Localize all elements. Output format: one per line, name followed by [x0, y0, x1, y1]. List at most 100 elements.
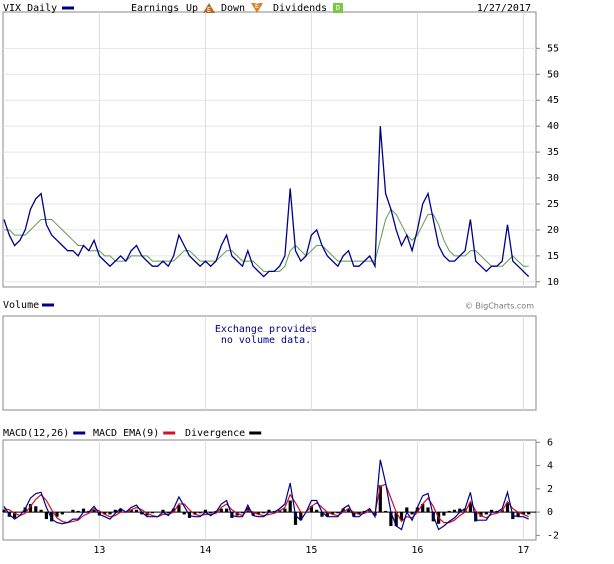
y-tick-label: 50 [547, 69, 559, 80]
divergence-bar [262, 512, 266, 514]
divergence-bar [527, 512, 531, 515]
divergence-bar [293, 512, 298, 525]
divergence-bar [405, 507, 409, 513]
divergence-bar [315, 509, 319, 513]
divergence-bar [505, 502, 510, 513]
divergence-bar [442, 512, 446, 516]
divergence-bar [28, 503, 33, 513]
divergence-bar [150, 512, 154, 514]
y-tick-label: 6 [547, 437, 553, 448]
divergence-bar [458, 508, 462, 513]
divergence-bar [203, 509, 207, 513]
divergence-bar [177, 505, 181, 513]
divergence-bar [283, 508, 287, 513]
divergence-bar [410, 512, 414, 515]
divergence-bar [103, 512, 107, 515]
credit: © BigCharts.com [465, 302, 534, 311]
divergence-bar [378, 485, 382, 513]
divergence-bar [13, 512, 17, 518]
divergence-bar [288, 500, 292, 513]
y-tick-label: 55 [547, 43, 559, 54]
divergence-bar [325, 512, 329, 517]
y-tick-label: 15 [547, 251, 559, 262]
divergence-bar [50, 512, 54, 522]
x-tick-label: 15 [305, 545, 317, 556]
divergence-bar [108, 512, 112, 515]
divergence-bar [198, 512, 202, 514]
y-tick-label: 25 [547, 199, 559, 210]
divergence-bar [421, 503, 425, 513]
divergence-bar [225, 508, 229, 513]
y-tick-label: 0 [547, 507, 553, 518]
divergence-bar [490, 509, 494, 513]
divergence-bar [484, 512, 488, 515]
earnings-down-icon [251, 3, 263, 13]
divergence-bar [219, 508, 223, 513]
price-line [4, 208, 529, 272]
divergence-bar [193, 512, 197, 515]
divergence-bar [463, 508, 467, 513]
volume-panel [2, 315, 537, 411]
chart-date: 1/27/2017 [477, 3, 531, 14]
macd-line [3, 459, 529, 531]
divergence-bar [60, 512, 64, 515]
divergence-bar [299, 512, 303, 521]
divergence-bar [23, 507, 27, 513]
divergence-bar [336, 512, 340, 514]
divergence-bar [55, 512, 59, 517]
y-tick-label: 10 [547, 277, 559, 288]
divergence-bar [309, 506, 313, 513]
divergence-bar [521, 512, 525, 515]
y-tick-label: 40 [547, 121, 559, 132]
y-tick-label: 4 [547, 461, 553, 472]
x-tick-label: 17 [517, 545, 529, 556]
y-tick-label: 35 [547, 147, 559, 158]
divergence-bar [394, 512, 398, 527]
divergence-bar [468, 502, 472, 513]
y-tick-label: -2 [547, 530, 559, 541]
divergence-bar [71, 509, 75, 513]
divergence-bar [384, 510, 388, 513]
divergence-bar [399, 512, 404, 521]
divergence-bar [352, 512, 356, 517]
x-tick-label: 16 [411, 545, 423, 556]
divergence-bar [44, 512, 48, 520]
divergence-bar [209, 512, 213, 514]
x-tick-label: 14 [199, 545, 211, 556]
divergence-bar [34, 506, 38, 513]
y-tick-label: 2 [547, 484, 553, 495]
icon-label: D [336, 4, 340, 12]
macd-panel [2, 439, 537, 541]
divergence-bar [182, 512, 186, 515]
divergence-bar [2, 509, 6, 513]
divergence-bar [81, 508, 86, 513]
divergence-bar [140, 512, 144, 515]
divergence-bar [516, 512, 520, 517]
divergence-bar [240, 512, 245, 514]
divergence-bar [129, 509, 133, 513]
divergence-bar [452, 509, 457, 513]
divergence-bar [251, 512, 255, 516]
volume-title: Volume [3, 300, 39, 311]
divergence-bar [479, 512, 483, 517]
price-line [3, 126, 530, 278]
legend-label: Divergence [185, 428, 245, 439]
divergence-bar [389, 512, 393, 527]
divergence-bar [113, 509, 117, 513]
divergence-bar [474, 512, 478, 522]
legend-item: Up [186, 3, 198, 14]
icon-label: E [207, 6, 211, 14]
earnings-up-icon [203, 3, 215, 13]
y-tick-label: 45 [547, 95, 559, 106]
divergence-bar [447, 510, 451, 513]
icon-label: E [255, 2, 259, 10]
divergence-bar [357, 512, 361, 515]
divergence-bar [161, 509, 165, 513]
divergence-bar [426, 507, 430, 513]
divergence-bar [415, 507, 419, 513]
y-tick-label: 30 [547, 173, 559, 184]
dividend-icon [333, 3, 343, 13]
legend-label: MACD EMA(9) [93, 428, 159, 439]
divergence-bar [76, 510, 80, 513]
